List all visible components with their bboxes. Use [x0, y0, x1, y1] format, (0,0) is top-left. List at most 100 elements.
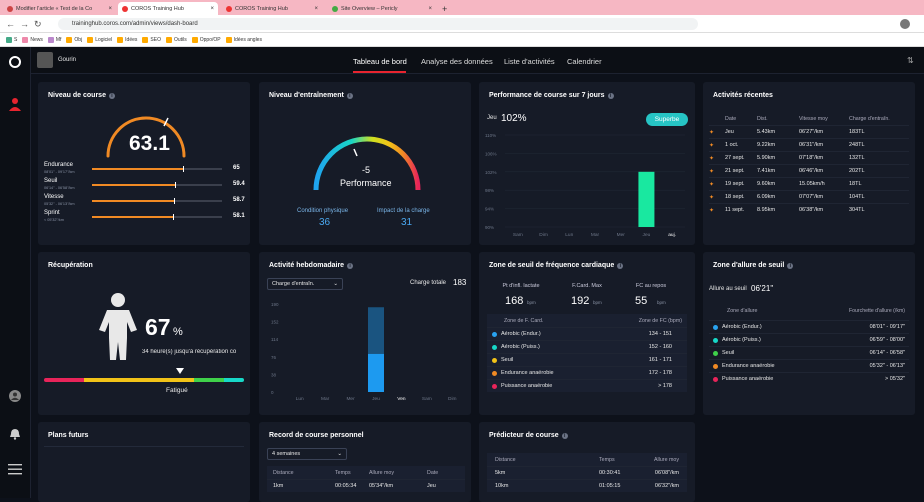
close-icon[interactable]: × — [210, 5, 214, 12]
table-row[interactable]: Puissance anaérobie > 05'32" — [709, 372, 909, 385]
level-value: 65 — [233, 165, 240, 171]
table-row[interactable]: Puissance anaérobie > 178 — [487, 379, 687, 392]
active-tab-indicator — [353, 71, 406, 73]
total-load-value: 183 — [453, 278, 467, 287]
table-cell: 21 sept. — [725, 168, 745, 174]
tab-dashboard[interactable]: Tableau de bord — [353, 57, 407, 66]
info-icon[interactable]: i — [346, 92, 353, 99]
zone-range: > 178 — [658, 383, 672, 389]
metric-select[interactable]: Charge d'entraîn. ⌄ — [267, 278, 343, 290]
info-icon[interactable]: i — [607, 92, 614, 99]
zone-range: 172 - 178 — [648, 370, 672, 376]
zone-color-dot — [492, 383, 497, 389]
avatar[interactable] — [37, 52, 53, 68]
zone-color-dot — [492, 331, 497, 337]
hr-stat-value: 192 — [571, 295, 590, 307]
table-cell: 202TL — [849, 168, 865, 174]
bookmark[interactable]: Obj — [66, 36, 82, 43]
bookmark-label: S — [14, 36, 18, 43]
coros-logo-icon[interactable] — [8, 55, 22, 69]
table-row[interactable]: 10km 01:05:15 06'32"/km — [487, 479, 687, 492]
chart-bar-segment[interactable] — [368, 353, 384, 392]
tab-data-analysis[interactable]: Analyse des données — [421, 57, 493, 66]
profile-avatar[interactable] — [900, 19, 910, 29]
table-row[interactable]: Aérobic (Puiss.) 06'59" - 08'00" — [709, 333, 909, 346]
col-date: Date — [427, 469, 439, 476]
tab-calendar[interactable]: Calendrier — [567, 57, 602, 66]
user-avatar-icon[interactable] — [9, 390, 21, 402]
bookmark[interactable]: Mf — [47, 36, 61, 43]
info-icon[interactable]: i — [561, 432, 568, 439]
info-icon[interactable]: i — [617, 262, 624, 269]
period-select[interactable]: 4 semaines ⌄ — [267, 448, 347, 460]
close-icon[interactable]: × — [314, 5, 318, 12]
username[interactable]: Gourin — [58, 57, 77, 63]
x-tick-label: Sam — [513, 232, 523, 238]
table-row[interactable]: Seuil 06'14" - 06'58" — [709, 346, 909, 359]
table-header: Date Dist. Vitesse moy Charge d'entraîn. — [709, 112, 909, 125]
col-pace-zone: Zone d'allure — [727, 308, 758, 314]
close-icon[interactable]: × — [108, 5, 112, 12]
table-row[interactable]: ✦ 18 sept. 6.09km 07'07"/km 104TL — [709, 190, 909, 203]
bookmark-label: Oppo/OP — [199, 36, 221, 43]
table-row[interactable]: ✦ 21 sept. 7.41km 06'46"/km 202TL — [709, 164, 909, 177]
table-cell: 07'18"/km — [799, 155, 824, 161]
bell-icon[interactable] — [9, 428, 21, 440]
table-row[interactable]: Endurance anaérobie 05'32" - 06'13" — [709, 359, 909, 372]
info-icon[interactable]: i — [108, 92, 115, 99]
bookmark[interactable]: Oppo/OP — [191, 36, 221, 43]
browser-tab[interactable]: COROS Training Hub × — [222, 2, 322, 15]
table-cell: 15.05km/h — [799, 181, 825, 187]
table-row[interactable]: ✦ 11 sept. 8.95km 06'38"/km 304TL — [709, 203, 909, 216]
table-row[interactable]: ✦ 19 sept. 9.60km 15.05km/h 18TL — [709, 177, 909, 190]
table-row[interactable]: 1km 00:05:34 05'34"/km Jeu — [267, 479, 465, 492]
bookmark[interactable]: SEO — [142, 36, 161, 43]
performance-7days-card: Performance de course sur 7 jours i Jeu 1… — [479, 82, 695, 245]
table-row[interactable]: Aérobic (Endur.) 134 - 151 — [487, 327, 687, 340]
recent-activities-table: Date Dist. Vitesse moy Charge d'entraîn.… — [709, 112, 909, 216]
back-icon[interactable]: ← — [6, 19, 15, 29]
bookmark[interactable]: Idées angles — [225, 36, 262, 43]
y-tick-label: 114 — [271, 337, 279, 342]
info-icon[interactable]: i — [787, 262, 794, 269]
bookmark[interactable]: Idées — [117, 36, 137, 43]
table-row[interactable]: Endurance anaérobie 172 - 178 — [487, 366, 687, 379]
training-level-card: Niveau d'entraînement i -5 Performance Co… — [259, 82, 471, 245]
forward-icon[interactable]: → — [20, 19, 29, 29]
table-cell: 248TL — [849, 142, 865, 148]
table-row[interactable]: ✦ Jeu 5.43km 06'27"/km 183TL — [709, 125, 909, 138]
table-row[interactable]: Seuil 161 - 171 — [487, 353, 687, 366]
tab-activity-list[interactable]: Liste d'activités — [504, 57, 555, 66]
browser-tab[interactable]: Site Overview – Pericly × — [328, 2, 436, 15]
bookmark[interactable]: S — [6, 36, 18, 43]
zone-name: Aérobic (Endur.) — [501, 331, 541, 337]
menu-icon[interactable] — [8, 463, 22, 475]
browser-tab[interactable]: Modifier l'article « Test de la Co × — [3, 2, 116, 15]
zone-color-dot — [492, 370, 497, 376]
run-icon: ✦ — [709, 142, 715, 149]
chart-bar-segment[interactable] — [368, 307, 384, 354]
y-tick-label: 152 — [271, 320, 279, 325]
table-row[interactable]: ✦ 27 sept. 5.90km 07'18"/km 132TL — [709, 151, 909, 164]
x-tick-label: Lun — [565, 232, 573, 238]
table-row[interactable]: ✦ 1 oct. 9.22km 06'31"/km 248TL — [709, 138, 909, 151]
reload-icon[interactable]: ↻ — [34, 19, 42, 29]
bookmark[interactable]: Logiciel — [87, 36, 113, 43]
new-tab-button[interactable]: + — [442, 3, 448, 14]
table-row[interactable]: Aérobic (Endur.) 08'01" - 09'17" — [709, 320, 909, 333]
info-icon[interactable]: i — [347, 262, 354, 269]
bookmark[interactable]: Outils — [165, 36, 187, 43]
table-cell: 18TL — [849, 181, 862, 187]
profile-icon[interactable] — [8, 97, 22, 111]
bookmark-label: Logiciel — [95, 36, 113, 43]
table-row[interactable]: Aérobic (Puiss.) 152 - 160 — [487, 340, 687, 353]
chart-bar[interactable] — [638, 171, 655, 227]
close-icon[interactable]: × — [428, 5, 432, 12]
url-field[interactable]: traininghub.coros.com/admin/views/dash-b… — [58, 18, 698, 30]
browser-tab[interactable]: COROS Training Hub × — [118, 2, 218, 15]
bookmark[interactable]: News — [22, 36, 43, 43]
level-bar-marker — [183, 166, 184, 172]
sort-icon[interactable]: ⇅ — [907, 56, 914, 65]
table-row[interactable]: 5km 00:30:41 06'08"/km — [487, 466, 687, 479]
tab-favicon-icon — [332, 5, 338, 12]
